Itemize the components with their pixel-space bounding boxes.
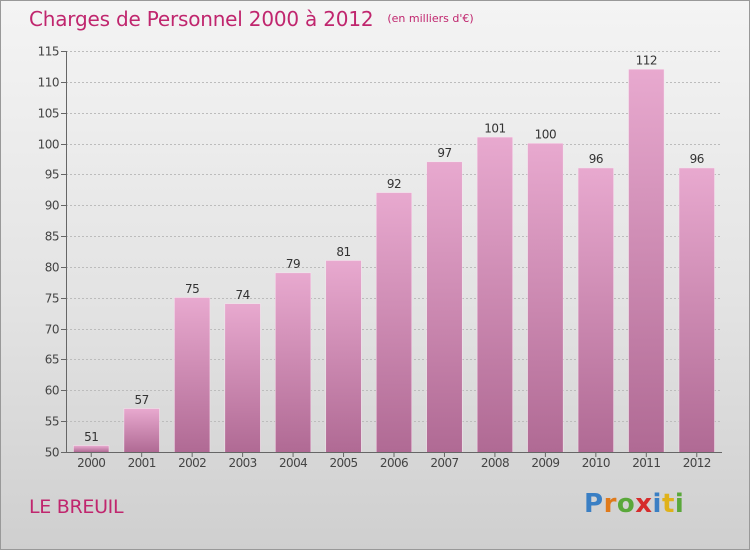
- y-tick-label: 115: [38, 45, 59, 59]
- bar: [376, 192, 412, 452]
- bar: [527, 143, 563, 453]
- logo-letter: P: [584, 489, 604, 519]
- y-tick-label: 95: [45, 168, 59, 182]
- logo-letter: i: [652, 489, 662, 519]
- unit-note: (en milliers d'€): [387, 12, 474, 25]
- data-label: 96: [589, 152, 603, 166]
- x-tick-label: 2010: [582, 456, 610, 470]
- y-tick-label: 80: [45, 261, 59, 275]
- y-tick-label: 50: [45, 446, 59, 460]
- y-tick-label: 65: [45, 353, 59, 367]
- bar: [578, 168, 614, 452]
- x-tick-label: 2004: [279, 456, 307, 470]
- bar: [679, 168, 715, 452]
- x-tick-label: 2003: [229, 456, 257, 470]
- y-tick-label: 100: [38, 138, 59, 152]
- commune-name: LE BREUIL: [29, 496, 124, 518]
- y-tick-label: 105: [38, 107, 59, 121]
- bar: [174, 297, 210, 452]
- y-tick-label: 110: [38, 76, 59, 90]
- bar: [477, 137, 513, 452]
- x-tick-label: 2006: [380, 456, 408, 470]
- y-tick-label: 55: [45, 415, 59, 429]
- y-tick-label: 85: [45, 230, 59, 244]
- axes: 50 55 60 65 70 75 80 85 90 95 100 105 110 115 2000 2001…: [38, 45, 722, 470]
- data-label: 57: [135, 393, 149, 407]
- x-tick-label: 2012: [683, 456, 711, 470]
- x-tick-label: 2001: [128, 456, 156, 470]
- y-tick-label: 90: [45, 199, 59, 213]
- logo-letter: r: [603, 489, 617, 519]
- y-tick-label: 75: [45, 292, 59, 306]
- data-label: 81: [336, 245, 350, 259]
- proxiti-logo: Proxiti: [584, 489, 684, 519]
- data-labels: 51 57 75 74 79 81 92 97 101 100 96 112 96: [84, 54, 704, 444]
- data-label: 101: [484, 121, 505, 135]
- data-label: 96: [690, 152, 704, 166]
- chart-title-text: Charges de Personnel 2000 à 2012: [29, 7, 374, 31]
- logo-letter: i: [674, 489, 685, 519]
- bar: [275, 273, 311, 452]
- data-label: 100: [535, 128, 556, 142]
- logo-letter: t: [661, 489, 675, 519]
- x-tick-label: 2009: [531, 456, 559, 470]
- logo-letter: o: [616, 489, 636, 519]
- bars: [73, 69, 715, 453]
- bar: [426, 162, 462, 453]
- y-tick-label: 60: [45, 384, 59, 398]
- logo-letter: x: [635, 489, 653, 519]
- x-tick-label: 2002: [178, 456, 206, 470]
- x-tick-label: 2005: [329, 456, 357, 470]
- x-tick-label: 2000: [77, 456, 105, 470]
- data-label: 112: [636, 54, 657, 68]
- y-tick-label: 70: [45, 323, 59, 337]
- data-label: 79: [286, 257, 300, 271]
- x-tick-label: 2011: [632, 456, 660, 470]
- bar: [326, 260, 362, 452]
- data-label: 75: [185, 282, 199, 296]
- data-label: 97: [437, 146, 451, 160]
- x-tick-label: 2008: [481, 456, 509, 470]
- data-label: 51: [84, 430, 98, 444]
- chart-title: Charges de Personnel 2000 à 2012 (en mill…: [29, 7, 474, 31]
- bar: [73, 445, 109, 452]
- bar: [225, 303, 261, 452]
- x-tick-label: 2007: [430, 456, 458, 470]
- bar: [124, 408, 160, 452]
- data-label: 74: [235, 288, 249, 302]
- data-label: 92: [387, 177, 401, 191]
- bar: [628, 69, 664, 452]
